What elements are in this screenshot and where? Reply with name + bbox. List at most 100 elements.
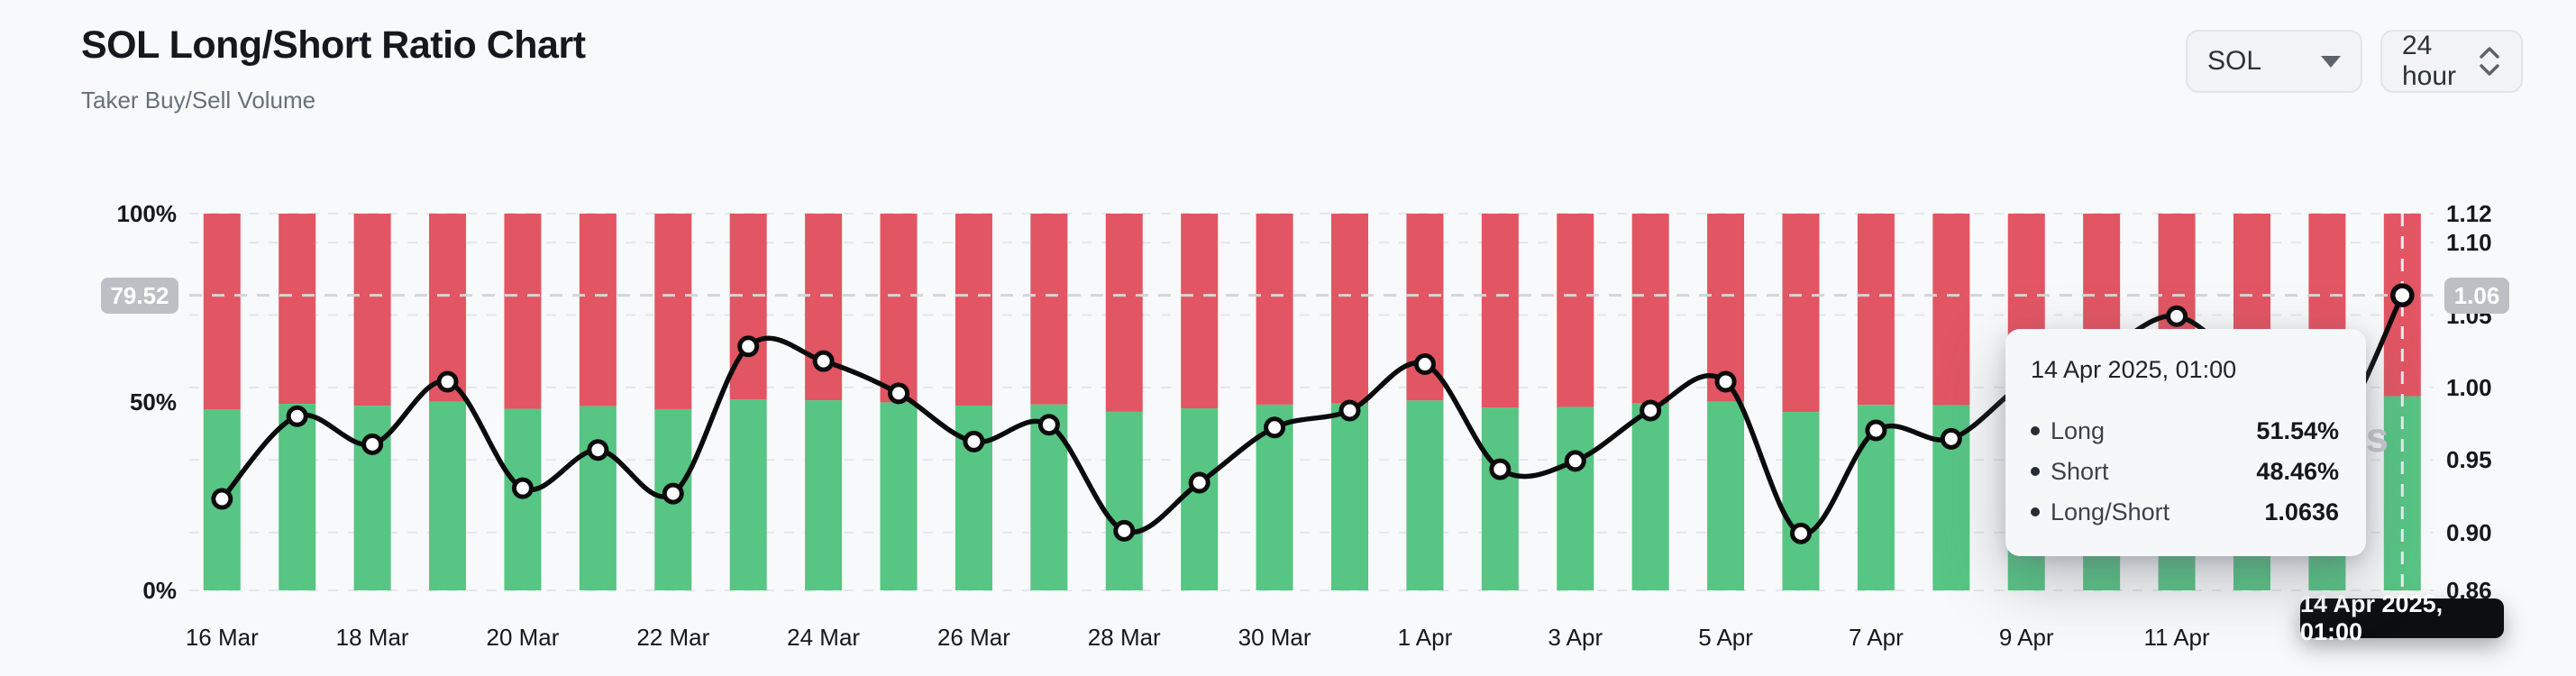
- tooltip-short-value: 48.46%: [2256, 457, 2339, 485]
- bar-long-segment[interactable]: [1481, 407, 1519, 590]
- bar-short-segment[interactable]: [353, 214, 391, 407]
- y-axis-label-left: 100%: [116, 200, 178, 227]
- symbol-select-value: SOL: [2207, 46, 2262, 76]
- bar-short-segment[interactable]: [1181, 214, 1219, 409]
- bar-short-segment[interactable]: [1707, 214, 1745, 402]
- y-axis-label-right: 0.90: [2446, 518, 2492, 546]
- crosshair-date-badge: 14 Apr 2025, 01:00: [2300, 590, 2504, 645]
- bar-long-segment[interactable]: [504, 408, 542, 590]
- bar-long-segment[interactable]: [1707, 401, 1745, 590]
- line-marker[interactable]: [1640, 399, 1662, 422]
- page-title: SOL Long/Short Ratio Chart: [81, 23, 586, 67]
- bar-long-segment[interactable]: [1331, 403, 1369, 590]
- y-axis-label-right: 0.95: [2446, 446, 2492, 474]
- y-axis-label-left: 0%: [142, 577, 177, 604]
- line-marker[interactable]: [963, 430, 985, 452]
- tooltip-row-short: Short 48.46%: [2031, 458, 2339, 485]
- bar-short-segment[interactable]: [1256, 214, 1293, 405]
- y-axis-label-right: 1.10: [2446, 229, 2492, 257]
- interval-select-value: 24 hour: [2402, 31, 2457, 91]
- tooltip-ratio-label: Long/Short: [2051, 498, 2170, 525]
- bar-long-segment[interactable]: [1557, 407, 1594, 590]
- bar-short-segment[interactable]: [729, 214, 767, 400]
- bar-short-segment[interactable]: [880, 214, 918, 403]
- bar-long-segment[interactable]: [729, 399, 767, 590]
- bar-short-segment[interactable]: [654, 214, 692, 409]
- page-subtitle: Taker Buy/Sell Volume: [81, 87, 316, 114]
- x-axis-label: 5 Apr: [1698, 624, 1753, 651]
- up-down-chevrons-icon: [2478, 43, 2501, 79]
- x-axis-label: 22 Mar: [636, 624, 710, 651]
- bar-long-segment[interactable]: [1782, 412, 1820, 590]
- line-marker[interactable]: [1264, 416, 1286, 439]
- line-marker[interactable]: [2166, 305, 2188, 327]
- line-marker[interactable]: [587, 439, 609, 461]
- x-axis-label: 16 Mar: [185, 624, 259, 651]
- bar-short-segment[interactable]: [955, 214, 992, 406]
- y-axis-label-right: 1.12: [2446, 200, 2492, 227]
- bar-long-segment[interactable]: [279, 404, 316, 590]
- line-marker[interactable]: [1413, 353, 1436, 376]
- long-series-dot-icon: [2031, 426, 2040, 435]
- line-marker[interactable]: [812, 350, 835, 372]
- bar-long-segment[interactable]: [429, 401, 467, 590]
- bar-long-segment[interactable]: [1105, 411, 1143, 590]
- x-axis-label: 30 Mar: [1238, 624, 1311, 651]
- bar-short-segment[interactable]: [1105, 214, 1143, 412]
- line-marker[interactable]: [1564, 450, 1586, 472]
- tooltip-long-value: 51.54%: [2256, 416, 2339, 444]
- line-marker[interactable]: [1714, 370, 1737, 393]
- bar-short-segment[interactable]: [1557, 214, 1594, 407]
- bar-short-segment[interactable]: [504, 214, 542, 409]
- line-marker[interactable]: [511, 477, 534, 499]
- line-marker[interactable]: [662, 482, 684, 505]
- bar-short-segment[interactable]: [1857, 214, 1895, 406]
- line-marker[interactable]: [286, 405, 308, 427]
- bar-short-segment[interactable]: [1481, 214, 1519, 408]
- interval-select[interactable]: 24 hour: [2380, 30, 2523, 93]
- bar-short-segment[interactable]: [429, 214, 467, 402]
- line-marker[interactable]: [1113, 519, 1136, 542]
- line-marker[interactable]: [1865, 419, 1887, 442]
- bar-short-segment[interactable]: [279, 214, 316, 405]
- x-axis-label: 1 Apr: [1397, 624, 1453, 651]
- hovered-line-marker[interactable]: [2390, 283, 2415, 307]
- bar-long-segment[interactable]: [353, 406, 391, 590]
- symbol-select[interactable]: SOL: [2186, 30, 2362, 93]
- bar-short-segment[interactable]: [1631, 214, 1669, 404]
- bar-short-segment[interactable]: [1331, 214, 1369, 404]
- line-marker[interactable]: [1940, 427, 1962, 450]
- x-axis-label: 20 Mar: [486, 624, 560, 651]
- tooltip-long-label: Long: [2051, 416, 2106, 444]
- line-marker[interactable]: [1338, 399, 1361, 422]
- line-marker[interactable]: [1489, 458, 1512, 480]
- line-marker[interactable]: [436, 370, 459, 393]
- bar-short-segment[interactable]: [1030, 214, 1068, 405]
- x-axis-label: 26 Mar: [936, 624, 1010, 651]
- line-marker[interactable]: [1188, 471, 1210, 494]
- bar-long-segment[interactable]: [1406, 400, 1444, 590]
- bar-long-segment[interactable]: [805, 400, 843, 590]
- bar-long-segment[interactable]: [1631, 403, 1669, 590]
- short-series-dot-icon: [2031, 467, 2040, 476]
- line-marker[interactable]: [1037, 414, 1060, 436]
- bar-short-segment[interactable]: [1932, 214, 1970, 406]
- bar-long-segment[interactable]: [1181, 408, 1219, 590]
- bar-short-segment[interactable]: [579, 214, 617, 407]
- line-marker[interactable]: [211, 488, 233, 510]
- bar-short-segment[interactable]: [203, 214, 241, 410]
- ratio-series-dot-icon: [2031, 507, 2040, 516]
- line-marker[interactable]: [737, 335, 760, 358]
- tooltip-short-label: Short: [2051, 457, 2109, 485]
- tooltip-ratio-value: 1.0636: [2264, 498, 2339, 525]
- line-marker[interactable]: [361, 433, 384, 455]
- bar-short-segment[interactable]: [1782, 214, 1820, 413]
- bar-long-segment[interactable]: [579, 406, 617, 590]
- bar-short-segment[interactable]: [805, 214, 843, 401]
- line-marker[interactable]: [1789, 522, 1812, 544]
- x-axis-label: 28 Mar: [1087, 624, 1161, 651]
- bar-long-segment[interactable]: [880, 402, 918, 590]
- line-marker[interactable]: [888, 382, 910, 405]
- tooltip-title: 14 Apr 2025, 01:00: [2031, 356, 2237, 383]
